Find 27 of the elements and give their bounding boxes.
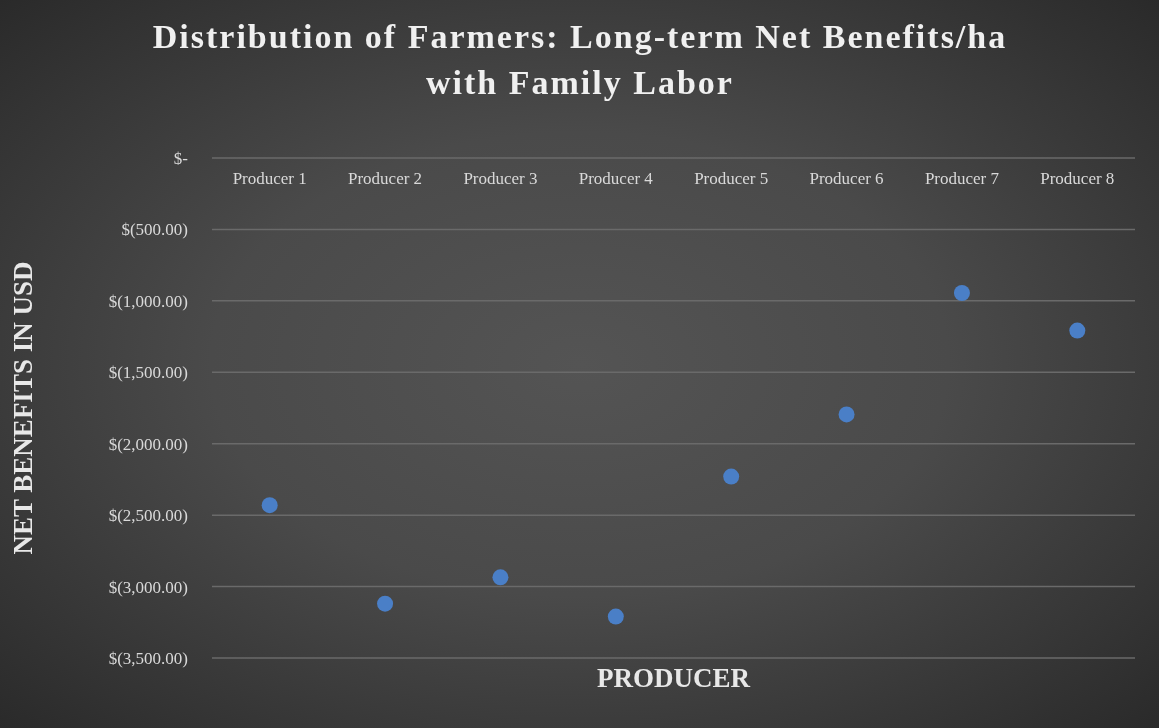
x-tick-label: Producer 5 bbox=[694, 169, 769, 188]
point bbox=[1069, 322, 1086, 339]
y-tick-label: $(1,000.00) bbox=[108, 291, 188, 311]
y-tick-label: $(3,000.00) bbox=[108, 577, 188, 597]
y-tick-label: $(3,500.00) bbox=[108, 649, 188, 669]
point bbox=[492, 569, 509, 586]
x-tick-label: Producer 1 bbox=[232, 169, 307, 188]
y-axis-title: NET BENEFITS IN USD bbox=[7, 261, 38, 555]
point bbox=[838, 406, 855, 423]
y-tick-label: $(2,500.00) bbox=[108, 506, 188, 526]
x-tick-label: Producer 7 bbox=[924, 169, 1000, 188]
y-tick-label: $- bbox=[173, 149, 189, 169]
y-tick-label: $(2,000.00) bbox=[108, 434, 188, 454]
x-axis-title: PRODUCER bbox=[596, 663, 752, 694]
chart-title: Distribution of Farmers: Long-term Net Benefits/ha with Family Labor bbox=[151, 17, 1009, 103]
point bbox=[377, 595, 394, 612]
x-tick-label: Producer 4 bbox=[578, 169, 654, 188]
point bbox=[723, 468, 740, 485]
y-tick-label: $(500.00) bbox=[121, 220, 188, 240]
y-tick-label: $(1,500.00) bbox=[108, 363, 188, 383]
point bbox=[607, 608, 624, 625]
point bbox=[261, 497, 278, 514]
x-tick-label: Producer 8 bbox=[1040, 169, 1115, 188]
x-tick-label: Producer 2 bbox=[348, 169, 423, 188]
x-tick-label: Producer 6 bbox=[809, 169, 884, 188]
point bbox=[953, 285, 970, 301]
x-tick-label: Producer 3 bbox=[463, 169, 538, 188]
